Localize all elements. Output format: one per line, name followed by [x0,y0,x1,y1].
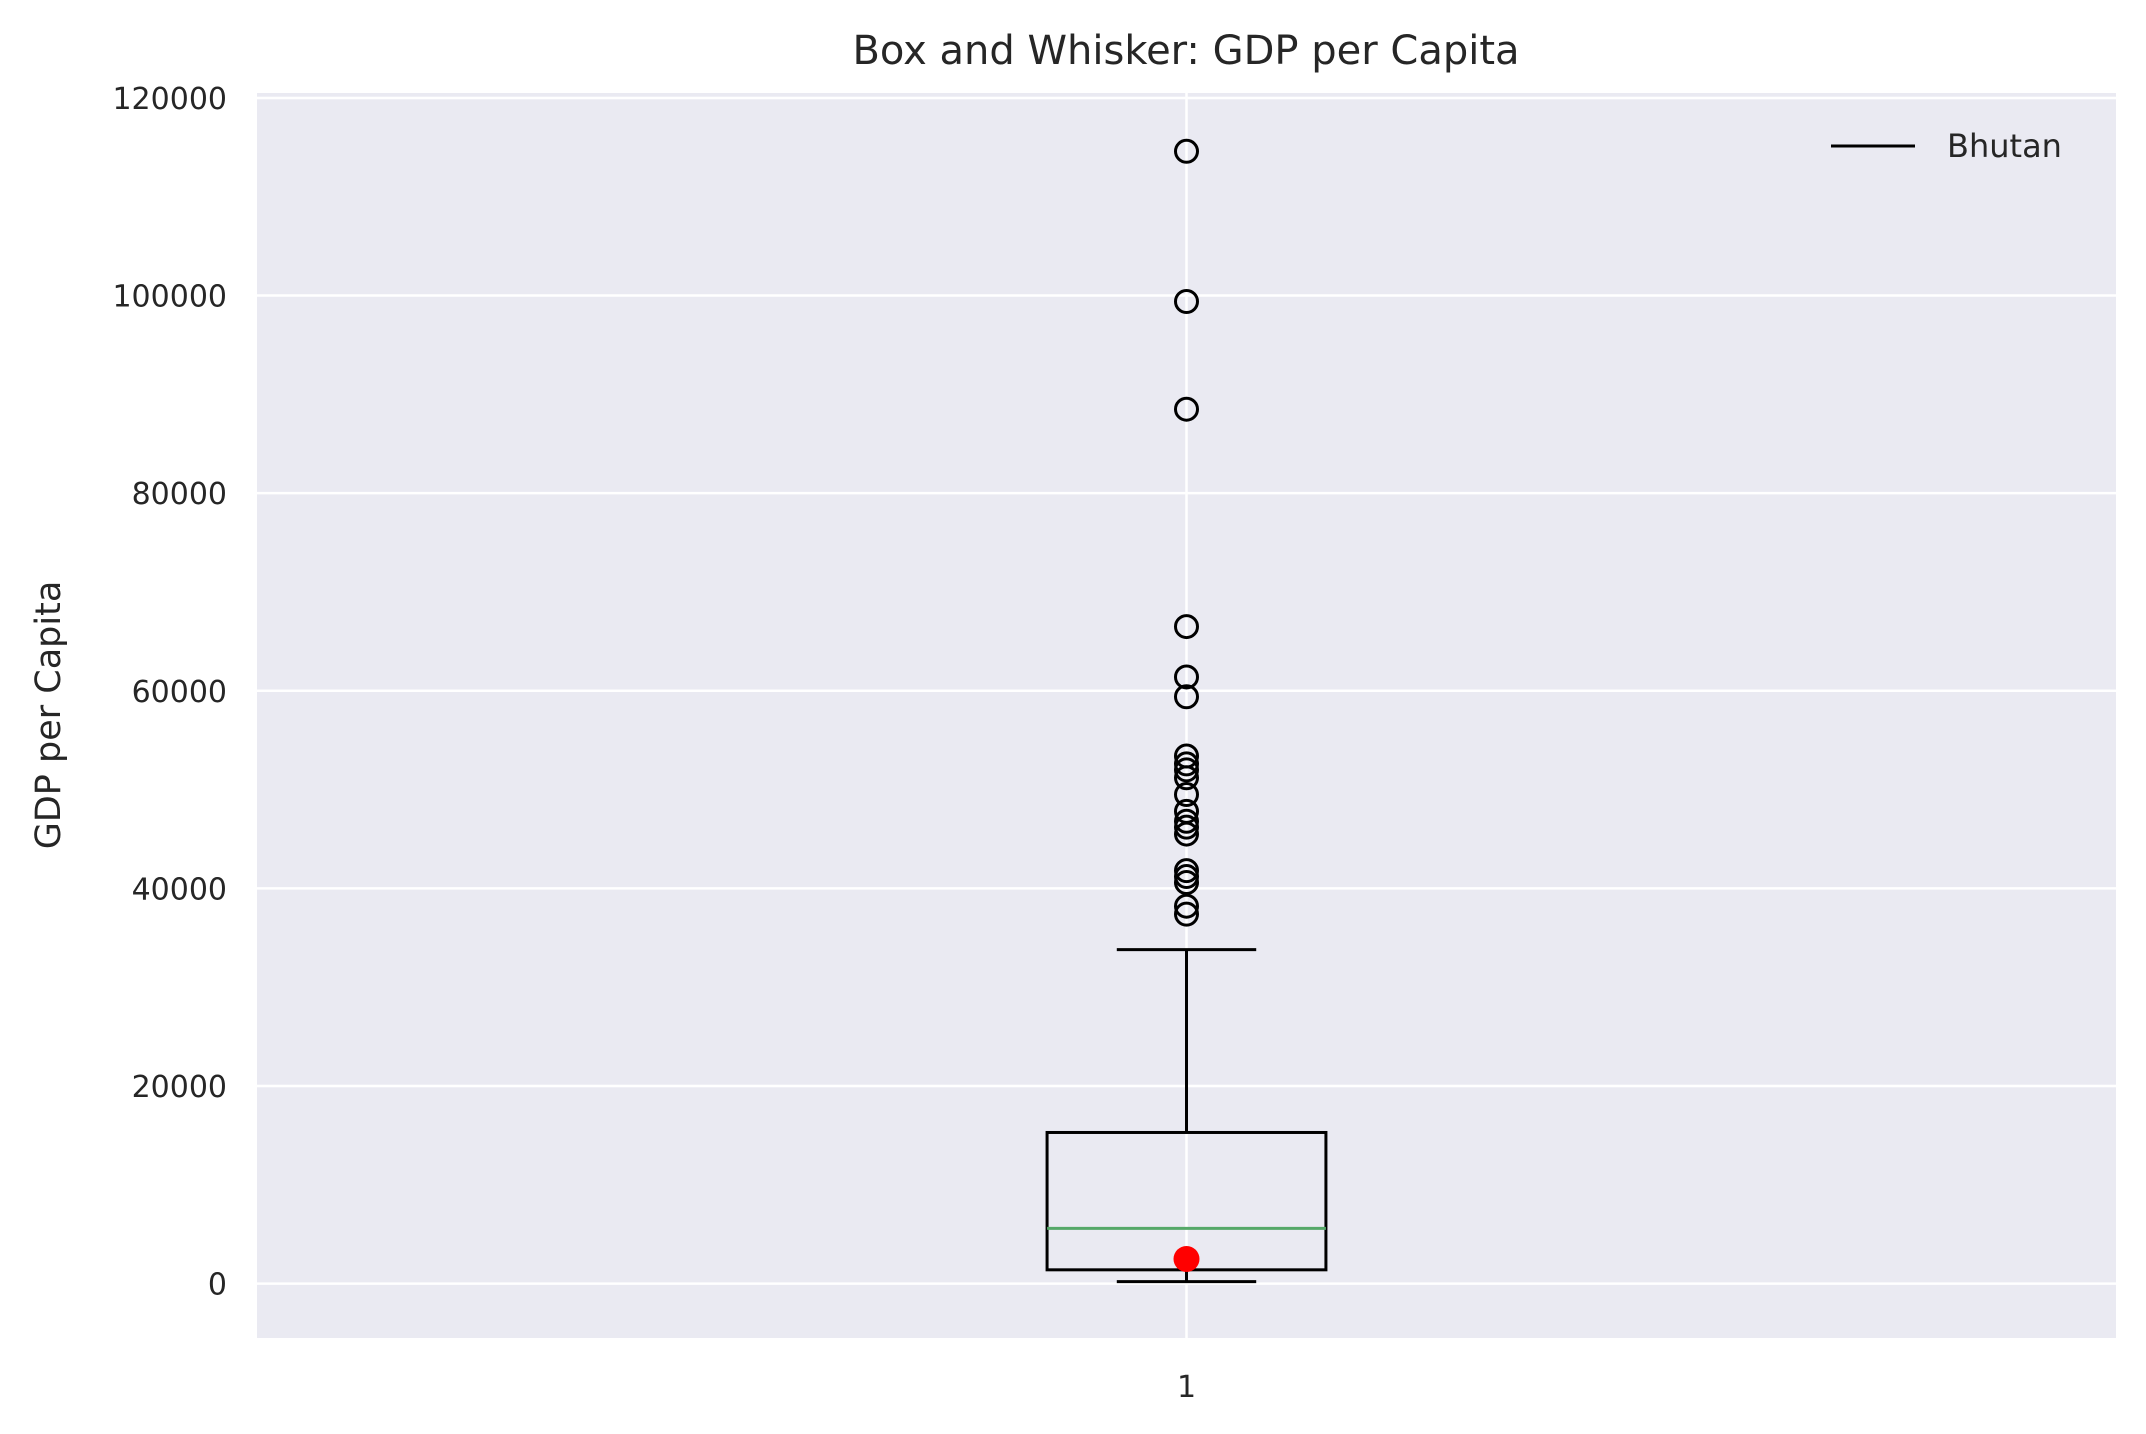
y-tick-label: 80000 [132,477,227,512]
outlier-point [1174,782,1199,808]
outlier-point [1174,396,1199,422]
outlier-point [1174,288,1199,314]
y-tick-label: 20000 [132,1070,227,1105]
outlier-point [1174,664,1199,690]
outlier-point [1174,893,1199,919]
outlier-point [1174,684,1199,710]
outliers [1173,138,1200,1272]
legend: Bhutan [1831,127,2062,165]
outlier-point [1174,798,1199,824]
outlier-point [1174,858,1199,884]
y-tick-label: 120000 [112,82,227,117]
highlight-point-bhutan [1173,1245,1200,1272]
x-tick-label: 1 [1177,1370,1196,1405]
y-tick-label: 0 [208,1268,227,1303]
outlier-point [1174,751,1199,777]
y-tick-label: 40000 [132,872,227,907]
y-axis-ticks: 0 20000 40000 60000 80000 100000 120000 [112,82,227,1303]
legend-label-bhutan: Bhutan [1947,127,2062,165]
outlier-point [1174,808,1199,834]
chart-title: Box and Whisker: GDP per Capita [852,28,1519,74]
outlier-point [1174,138,1199,164]
y-tick-label: 100000 [112,280,227,315]
outlier-point [1174,743,1199,769]
outlier-point [1174,901,1199,927]
x-axis-ticks: 1 [1177,1370,1196,1405]
outlier-point [1174,614,1199,640]
y-tick-label: 60000 [132,675,227,710]
y-axis-label: GDP per Capita [29,581,69,850]
